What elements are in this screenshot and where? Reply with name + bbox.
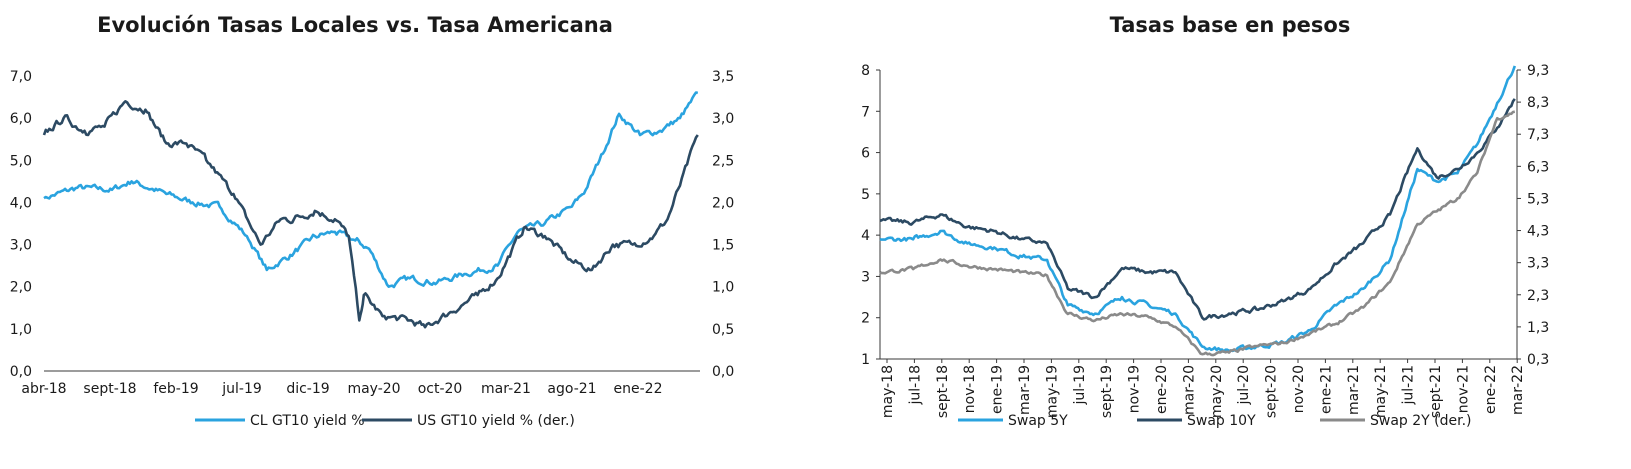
series-line-1 <box>43 91 699 289</box>
x-tick-label: mar-22 <box>1510 365 1526 415</box>
right-y-tick-label: 2,0 <box>712 195 734 211</box>
x-tick-label: nov-19 <box>1127 365 1143 413</box>
chart-1-series <box>42 91 699 329</box>
left-y-tick-label: 0,0 <box>10 364 32 380</box>
left-y-tick-label: 8 <box>861 63 870 79</box>
x-tick-label: feb-19 <box>153 381 198 397</box>
left-y-tick-label: 7,0 <box>10 69 32 85</box>
series-line-2 <box>879 98 1516 321</box>
left-y-tick-label: 3 <box>861 269 870 285</box>
x-tick-label: jul-18 <box>907 365 923 406</box>
left-y-tick-label: 1 <box>861 352 870 368</box>
left-y-tick-label: 1,0 <box>10 322 32 338</box>
x-tick-label: ago-21 <box>547 381 596 397</box>
left-y-tick-label: 4 <box>861 228 870 244</box>
chart-1-title: Evolución Tasas Locales vs. Tasa America… <box>97 13 613 37</box>
right-y-tick-label: 3,5 <box>712 69 734 85</box>
left-y-tick-label: 5,0 <box>10 153 32 169</box>
right-y-tick-label: 0,5 <box>712 322 734 338</box>
chart-2-legend: Swap 5Y Swap 10Y Swap 2Y (der.) <box>958 413 1472 429</box>
left-y-tick-label: 2 <box>861 311 870 327</box>
x-tick-label: ene-19 <box>990 365 1006 414</box>
x-tick-label: may-20 <box>1209 365 1225 418</box>
left-y-tick-label: 6,0 <box>10 111 32 127</box>
x-tick-label: may-20 <box>347 381 400 397</box>
chart-2-series <box>879 65 1517 357</box>
right-y-tick-label: 3,0 <box>712 111 734 127</box>
x-tick-label: jul-19 <box>1072 365 1088 406</box>
right-y-tick-label: 4,3 <box>1527 224 1549 240</box>
legend-label-swap-2y: Swap 2Y (der.) <box>1370 413 1472 429</box>
x-tick-label: sept-18 <box>83 381 136 397</box>
right-y-tick-label: 7,3 <box>1527 127 1549 143</box>
legend-label-cl-gt10: CL GT10 yield % <box>250 413 365 429</box>
x-tick-label: may-21 <box>1373 365 1389 418</box>
right-y-tick-label: 2,5 <box>712 153 734 169</box>
right-y-tick-label: 6,3 <box>1527 159 1549 175</box>
right-y-tick-label: 3,3 <box>1527 256 1549 272</box>
x-tick-label: ene-22 <box>1483 365 1499 414</box>
x-tick-label: dic-19 <box>286 381 329 397</box>
chart-2-left-y-ticks: 1 2 3 4 5 6 7 8 <box>861 63 880 368</box>
series-line-3 <box>879 110 1516 357</box>
x-tick-label: ene-22 <box>614 381 663 397</box>
chart-1-right-y-ticks: 0,0 0,5 1,0 1,5 2,0 2,5 3,0 3,5 <box>712 69 734 380</box>
right-y-tick-label: 2,3 <box>1527 288 1549 304</box>
series-line-1 <box>879 65 1517 353</box>
x-tick-label: may-18 <box>880 365 896 418</box>
x-tick-label: sept-18 <box>935 365 951 418</box>
x-tick-label: sept-20 <box>1264 365 1280 418</box>
right-y-tick-label: 8,3 <box>1527 95 1549 111</box>
left-y-tick-label: 7 <box>861 104 870 120</box>
x-tick-label: may-19 <box>1044 365 1060 418</box>
x-tick-label: ene-21 <box>1318 365 1334 414</box>
x-tick-label: ene-20 <box>1154 365 1170 414</box>
chart-1-legend: CL GT10 yield % US GT10 yield % (der.) <box>195 413 575 429</box>
x-tick-label: nov-20 <box>1291 365 1307 413</box>
chart-1-x-ticks: abr-18 sept-18 feb-19 jul-19 dic-19 may-20 oct… <box>21 381 662 397</box>
x-tick-label: sept-21 <box>1428 365 1444 418</box>
right-y-tick-label: 0,3 <box>1527 352 1549 368</box>
legend-label-swap-10y: Swap 10Y <box>1187 413 1256 429</box>
chart-1-left-y-ticks: 0,0 1,0 2,0 3,0 4,0 5,0 6,0 7,0 <box>10 69 32 380</box>
x-tick-label: nov-18 <box>962 365 978 413</box>
x-tick-label: jul-20 <box>1236 365 1252 406</box>
chart-2-title: Tasas base en pesos <box>1110 13 1351 37</box>
left-y-tick-label: 4,0 <box>10 195 32 211</box>
right-y-tick-label: 9,3 <box>1527 63 1549 79</box>
x-tick-label: nov-21 <box>1455 365 1471 413</box>
right-y-tick-label: 5,3 <box>1527 191 1549 207</box>
x-tick-label: mar-21 <box>481 381 531 397</box>
left-y-tick-label: 5 <box>861 187 870 203</box>
series-line-2 <box>42 100 699 329</box>
chart-2: Tasas base en pesos 1 2 3 4 5 6 7 8 0,3 1,3 2,3 3,… <box>861 13 1549 429</box>
x-tick-label: sept-19 <box>1099 365 1115 418</box>
chart-1: Evolución Tasas Locales vs. Tasa America… <box>10 13 735 429</box>
x-tick-label: mar-20 <box>1181 365 1197 415</box>
x-tick-label: oct-20 <box>418 381 463 397</box>
x-tick-label: jul-21 <box>1401 365 1417 406</box>
left-y-tick-label: 3,0 <box>10 238 32 254</box>
chart-2-x-ticks: may-18 jul-18 sept-18 nov-18 ene-19 mar-19 may… <box>880 359 1526 418</box>
right-y-tick-label: 1,3 <box>1527 320 1549 336</box>
right-y-tick-label: 1,0 <box>712 280 734 296</box>
right-y-tick-label: 1,5 <box>712 238 734 254</box>
x-tick-label: abr-18 <box>21 381 66 397</box>
x-tick-label: jul-19 <box>221 381 262 397</box>
left-y-tick-label: 6 <box>861 146 870 162</box>
legend-label-us-gt10: US GT10 yield % (der.) <box>417 413 575 429</box>
left-y-tick-label: 2,0 <box>10 280 32 296</box>
right-y-tick-label: 0,0 <box>712 364 734 380</box>
chart-2-right-y-ticks: 0,3 1,3 2,3 3,3 4,3 5,3 6,3 7,3 8,3 9,3 <box>1517 63 1549 368</box>
x-tick-label: mar-21 <box>1346 365 1362 415</box>
x-tick-label: mar-19 <box>1017 365 1033 415</box>
legend-label-swap-5y: Swap 5Y <box>1008 413 1068 429</box>
